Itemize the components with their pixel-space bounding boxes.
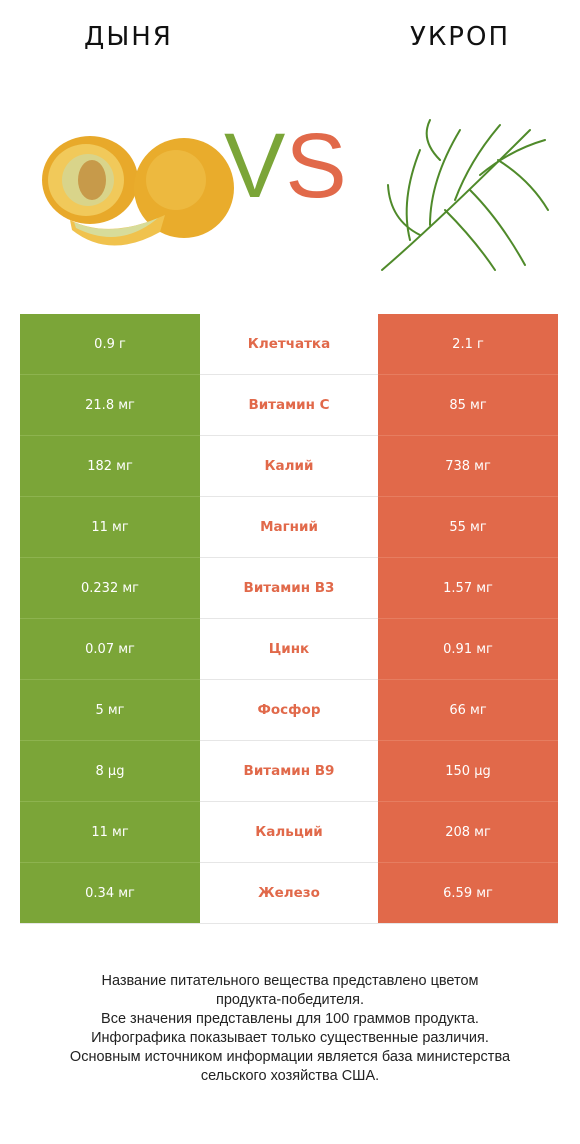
left-value: 0.34 мг xyxy=(20,863,200,923)
left-value: 5 мг xyxy=(20,680,200,741)
left-value: 11 мг xyxy=(20,497,200,558)
footer-note: Название питательного вещества представл… xyxy=(20,972,560,1086)
table-row: 5 мг Фосфор 66 мг xyxy=(20,680,558,741)
vs-v: V xyxy=(224,115,286,217)
footer-line: Название питательного вещества представл… xyxy=(101,973,479,989)
nutrient-name: Калий xyxy=(200,436,378,496)
right-value: 208 мг xyxy=(378,802,558,863)
nutrient-name: Витамин C xyxy=(200,375,378,435)
nutrient-name: Фосфор xyxy=(200,680,378,740)
table-row: 0.07 мг Цинк 0.91 мг xyxy=(20,619,558,680)
table-row: 11 мг Кальций 208 мг xyxy=(20,802,558,863)
table-row: 21.8 мг Витамин C 85 мг xyxy=(20,375,558,436)
table-row: 182 мг Калий 738 мг xyxy=(20,436,558,497)
nutrient-name: Магний xyxy=(200,497,378,557)
right-value: 2.1 г xyxy=(378,314,558,375)
right-value: 738 мг xyxy=(378,436,558,497)
left-value: 0.9 г xyxy=(20,314,200,375)
nutrient-name: Клетчатка xyxy=(200,314,378,374)
vs-label: VS xyxy=(224,120,347,212)
right-value: 85 мг xyxy=(378,375,558,436)
left-value: 21.8 мг xyxy=(20,375,200,436)
footer-line: продукта-победителя. xyxy=(215,992,365,1008)
right-value: 150 µg xyxy=(378,741,558,802)
footer-line: сельского хозяйства США. xyxy=(200,1068,380,1084)
comparison-table: 0.9 г Клетчатка 2.1 г 21.8 мг Витамин C 85 мг… xyxy=(20,314,558,924)
vs-s: S xyxy=(285,115,347,217)
nutrient-name: Витамин B9 xyxy=(200,741,378,801)
footer-line: Все значения представлены для 100 граммо… xyxy=(101,1011,479,1027)
right-product-title: УКРОП xyxy=(410,22,510,52)
left-value: 11 мг xyxy=(20,802,200,863)
left-value: 8 µg xyxy=(20,741,200,802)
table-row: 0.9 г Клетчатка 2.1 г xyxy=(20,314,558,375)
right-value: 55 мг xyxy=(378,497,558,558)
right-value: 6.59 мг xyxy=(378,863,558,923)
footer-line: Инфографика показывает только существенн… xyxy=(91,1030,489,1046)
dill-image xyxy=(381,119,549,271)
table-row: 0.34 мг Железо 6.59 мг xyxy=(20,863,558,924)
hero-illustration xyxy=(42,119,549,271)
nutrient-name: Железо xyxy=(200,863,378,923)
nutrient-name: Кальций xyxy=(200,802,378,862)
left-product-title: ДЫНЯ xyxy=(84,22,173,52)
nutrient-name: Цинк xyxy=(200,619,378,679)
table-row: 11 мг Магний 55 мг xyxy=(20,497,558,558)
melon-image xyxy=(42,136,234,246)
right-value: 1.57 мг xyxy=(378,558,558,619)
left-value: 0.07 мг xyxy=(20,619,200,680)
left-value: 182 мг xyxy=(20,436,200,497)
right-value: 66 мг xyxy=(378,680,558,741)
right-value: 0.91 мг xyxy=(378,619,558,680)
table-row: 8 µg Витамин B9 150 µg xyxy=(20,741,558,802)
footer-line: Основным источником информации является … xyxy=(69,1049,511,1065)
left-value: 0.232 мг xyxy=(20,558,200,619)
nutrient-name: Витамин B3 xyxy=(200,558,378,618)
table-row: 0.232 мг Витамин B3 1.57 мг xyxy=(20,558,558,619)
